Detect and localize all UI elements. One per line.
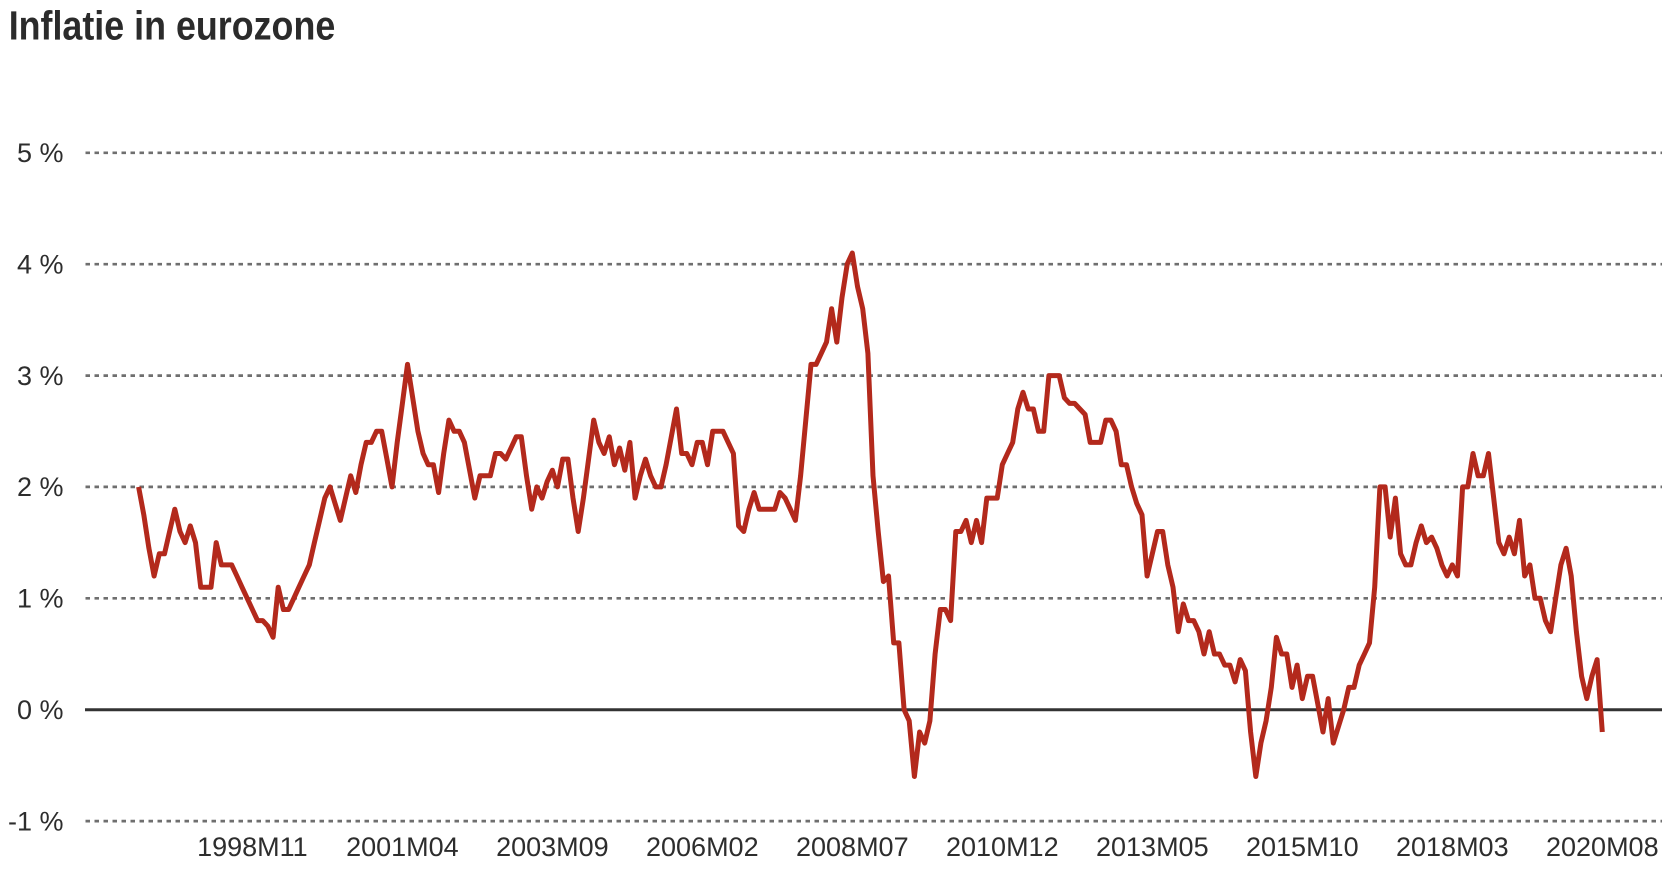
svg-text:Inflatie in eurozone: Inflatie in eurozone [9,3,336,49]
svg-text:4 %: 4 % [17,250,64,280]
svg-text:2020M08: 2020M08 [1546,832,1659,862]
svg-text:2001M04: 2001M04 [346,832,459,862]
svg-text:2015M10: 2015M10 [1246,832,1359,862]
svg-text:2 %: 2 % [17,472,64,502]
svg-text:3 %: 3 % [17,361,64,391]
svg-text:5 %: 5 % [17,138,64,168]
svg-text:2008M07: 2008M07 [796,832,909,862]
svg-text:2003M09: 2003M09 [496,832,609,862]
svg-text:2006M02: 2006M02 [646,832,759,862]
svg-text:2018M03: 2018M03 [1396,832,1509,862]
svg-text:1998M11: 1998M11 [197,832,308,862]
svg-text:0 %: 0 % [17,695,64,725]
svg-text:2010M12: 2010M12 [946,832,1059,862]
svg-text:-1 %: -1 % [8,806,64,836]
svg-text:1 %: 1 % [17,584,64,614]
svg-text:2013M05: 2013M05 [1096,832,1209,862]
